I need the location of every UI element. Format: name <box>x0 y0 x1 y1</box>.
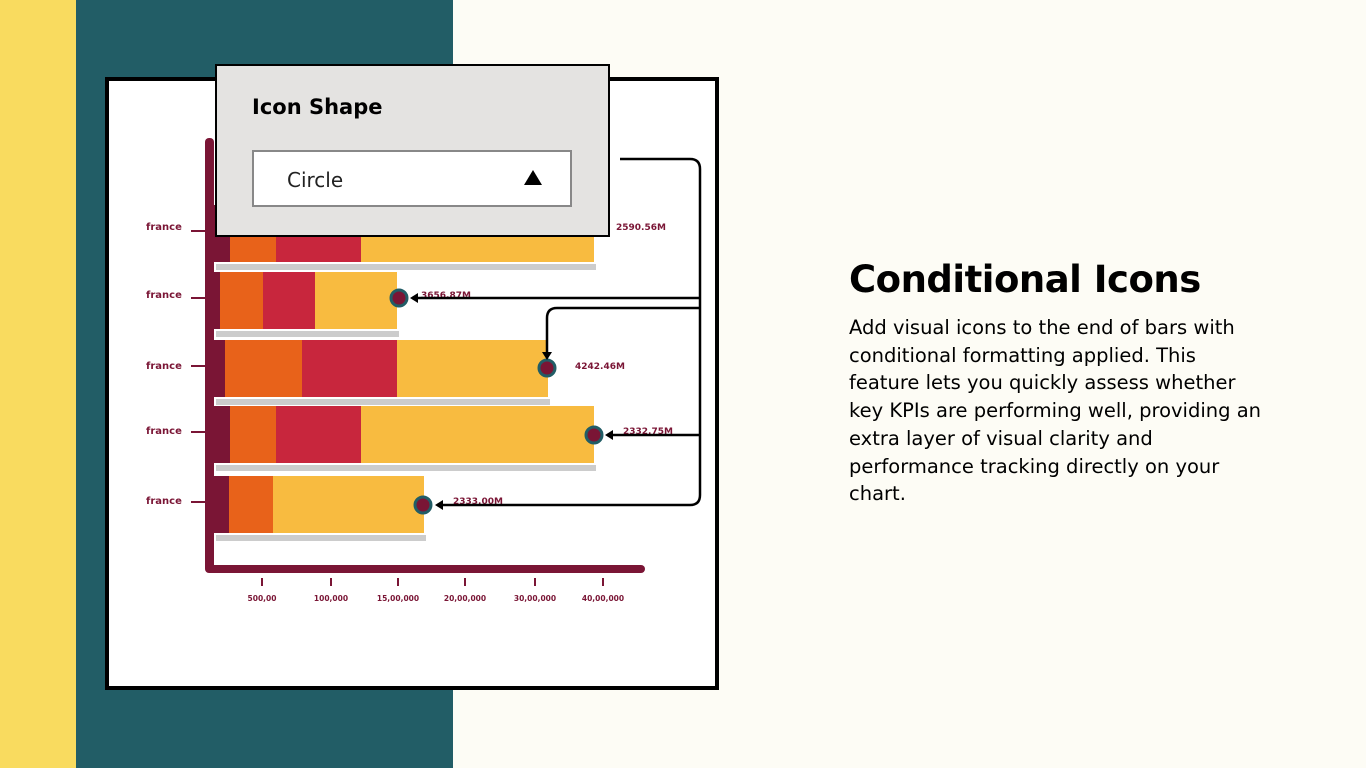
select-box[interactable] <box>252 150 572 207</box>
yellow-strip <box>0 0 76 768</box>
x-tick-label: 30,00,000 <box>514 594 556 603</box>
bar-segment <box>229 476 273 533</box>
status-icon <box>413 495 433 515</box>
bar-segment <box>263 272 315 329</box>
bar-segment <box>214 476 229 533</box>
connector <box>437 157 702 507</box>
value-label: 2333.00M <box>453 497 503 507</box>
x-axis <box>205 565 645 573</box>
x-tick-label: 20,00,000 <box>444 594 486 603</box>
bar-shadow <box>216 465 596 471</box>
bar-segment <box>397 340 548 397</box>
bar-shadow <box>216 399 550 405</box>
value-label: 3656.87M <box>421 291 471 301</box>
bar-segment <box>276 406 361 463</box>
category-label: france <box>146 426 182 437</box>
bar-shadow <box>216 535 426 541</box>
select-value: Circle <box>287 168 343 192</box>
y-axis <box>205 138 214 572</box>
bar-segment <box>230 406 276 463</box>
value-label: 2332.75M <box>623 427 673 437</box>
bar-shadow <box>216 331 399 337</box>
value-label: 4242.46M <box>575 362 625 372</box>
status-icon <box>537 358 557 378</box>
bar-segment <box>302 340 397 397</box>
bar-segment <box>214 340 225 397</box>
category-label: france <box>146 496 182 507</box>
status-icon <box>584 425 604 445</box>
status-icon <box>389 288 409 308</box>
x-tick-label: 500,00 <box>248 594 277 603</box>
bar-segment <box>214 406 230 463</box>
connector <box>545 306 700 352</box>
bar-segment <box>273 476 424 533</box>
bar-segment <box>214 272 220 329</box>
bar-segment <box>225 340 302 397</box>
x-tick-label: 15,00,000 <box>377 594 419 603</box>
bar-shadow <box>216 264 596 270</box>
body-text: Add visual icons to the end of bars with… <box>849 316 1262 506</box>
category-label: france <box>146 290 182 301</box>
panel-title: Icon Shape <box>252 95 382 119</box>
category-label: france <box>146 222 182 233</box>
x-tick-label: 40,00,000 <box>582 594 624 603</box>
bar-segment <box>361 406 594 463</box>
category-label: france <box>146 361 182 372</box>
heading: Conditional Icons <box>849 258 1201 301</box>
bar-segment <box>220 272 263 329</box>
value-label: 2590.56M <box>616 223 666 233</box>
bar-segment <box>315 272 397 329</box>
select-caret[interactable] <box>524 170 542 185</box>
x-tick-label: 100,000 <box>314 594 348 603</box>
